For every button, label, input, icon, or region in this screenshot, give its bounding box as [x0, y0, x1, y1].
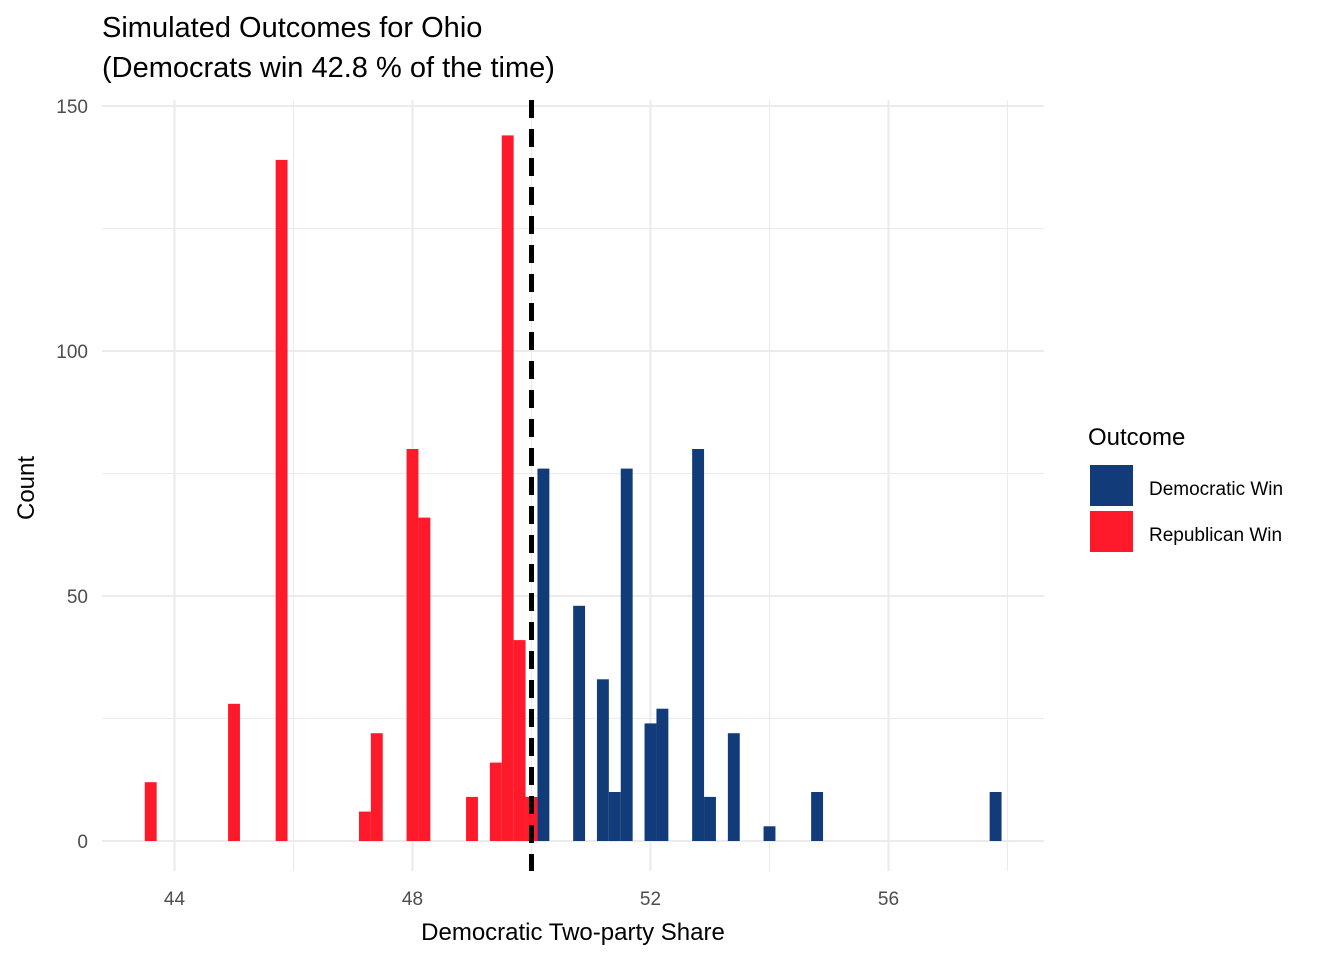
y-tick-label: 100	[56, 342, 88, 363]
bar-republican-win	[144, 782, 157, 841]
y-tick-label: 50	[67, 587, 88, 608]
bar-democratic-win	[573, 605, 586, 841]
bar-republican-win	[406, 449, 419, 841]
x-tick-label: 44	[164, 889, 186, 910]
bar-democratic-win	[811, 792, 824, 841]
legend-title: Outcome	[1088, 424, 1185, 451]
y-axis-ticks: 0 50 100 150	[56, 97, 88, 853]
legend-label-democratic-win: Democratic Win	[1149, 479, 1283, 500]
y-tick-label: 150	[56, 97, 88, 118]
bar-republican-win	[466, 796, 478, 841]
bar-democratic-win	[989, 792, 1002, 841]
bar-democratic-win	[727, 733, 740, 841]
bar-democratic-win	[608, 792, 621, 841]
bar-republican-win	[418, 517, 431, 841]
y-tick-label: 0	[77, 832, 88, 853]
histogram-bars	[144, 135, 1002, 841]
bar-republican-win	[370, 733, 383, 841]
bar-republican-win	[513, 640, 526, 841]
bar-democratic-win	[537, 468, 550, 841]
bar-republican-win	[501, 135, 514, 841]
legend-swatch-republican-win	[1090, 511, 1133, 552]
chart-title: Simulated Outcomes for Ohio	[102, 12, 482, 44]
bar-republican-win	[358, 811, 371, 841]
bar-republican-win	[489, 762, 502, 841]
bar-democratic-win	[763, 826, 776, 841]
bar-democratic-win	[704, 796, 716, 841]
legend-swatch-democratic-win	[1090, 465, 1133, 506]
x-axis-label: Democratic Two-party Share	[421, 919, 725, 946]
bar-democratic-win	[620, 468, 633, 841]
y-axis-label: Count	[13, 456, 40, 520]
bar-democratic-win	[656, 708, 669, 841]
x-tick-label: 56	[878, 889, 899, 910]
bar-democratic-win	[596, 679, 609, 841]
bar-democratic-win	[692, 449, 705, 841]
grid-lines	[102, 100, 1044, 871]
x-axis-ticks: 44 48 52 56	[164, 889, 899, 910]
x-tick-label: 48	[402, 889, 423, 910]
chart-subtitle: (Democrats win 42.8 % of the time)	[102, 52, 555, 84]
legend: Outcome Democratic Win Republican Win	[1088, 424, 1283, 552]
legend-label-republican-win: Republican Win	[1149, 525, 1282, 546]
x-tick-label: 52	[640, 889, 661, 910]
bar-democratic-win	[644, 723, 657, 841]
bar-republican-win	[228, 703, 240, 841]
bar-republican-win	[525, 796, 538, 841]
bar-republican-win	[275, 159, 288, 841]
